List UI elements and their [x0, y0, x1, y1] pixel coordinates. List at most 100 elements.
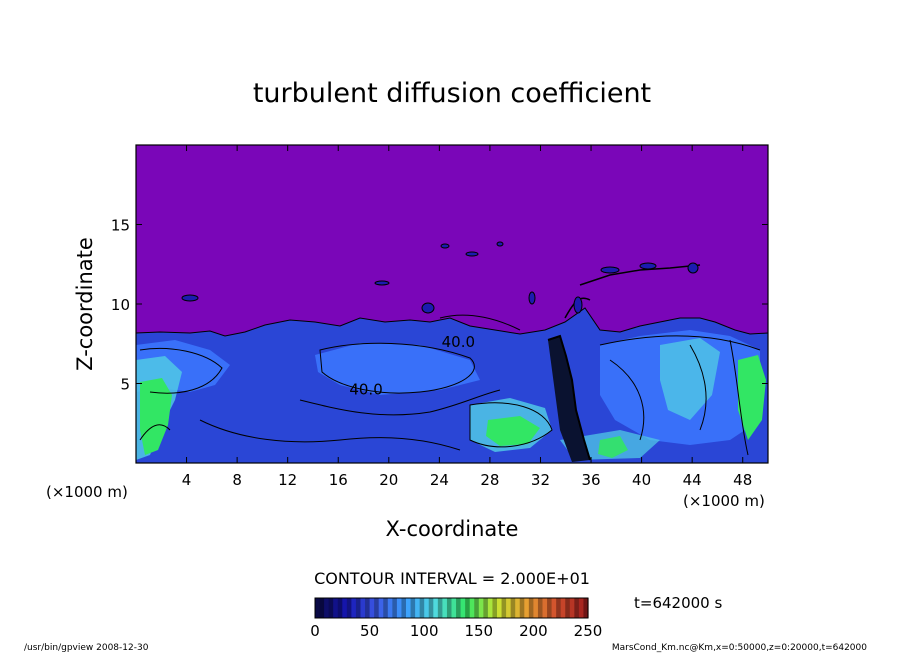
x-tick-label: 16 — [329, 471, 348, 489]
contour-line — [139, 347, 223, 394]
colorbar-band — [465, 598, 471, 618]
colorbar-band — [497, 598, 503, 618]
chart-title: turbulent diffusion coefficient — [253, 78, 651, 109]
y-axis-label: Z-coordinate — [73, 237, 97, 371]
diffusion-field — [136, 241, 768, 463]
colorbar-band — [369, 598, 375, 618]
x-axis-label: X-coordinate — [386, 517, 519, 541]
colorbar-tick-label: 0 — [310, 622, 320, 640]
colorbar-band — [528, 598, 534, 618]
x-tick-label: 36 — [581, 471, 600, 489]
x-tick-label: 4 — [182, 471, 192, 489]
colorbar-band — [456, 598, 462, 618]
colorbar-band — [542, 598, 548, 618]
cyan-region — [660, 338, 720, 420]
colorbar-band — [478, 598, 484, 618]
footer-right: MarsCond_Km.nc@Km,x=0:50000,z=0:20000,t=… — [612, 643, 867, 653]
contour-line — [609, 359, 645, 441]
colorbar-band — [342, 598, 348, 618]
colorbar-band — [501, 598, 507, 618]
x-tick-label: 48 — [733, 471, 752, 489]
colorbar-band — [419, 598, 425, 618]
colorbar-band — [519, 598, 525, 618]
contour-label: 40.0 — [349, 381, 382, 399]
colorbar-band — [437, 598, 443, 618]
colorbar-band — [319, 598, 325, 618]
colorbar-band — [383, 598, 389, 618]
colorbar-band — [583, 598, 589, 618]
colorbar-band — [351, 598, 357, 618]
colorbar-band — [401, 598, 407, 618]
x-tick-label: 44 — [683, 471, 702, 489]
contour-line — [439, 314, 521, 331]
green-region — [140, 378, 172, 455]
contour-line — [547, 334, 591, 461]
colorbar-band — [442, 598, 448, 618]
colorbar-band — [451, 598, 457, 618]
colorbar-band — [492, 598, 498, 618]
colorbar-band — [387, 598, 393, 618]
contour-line — [729, 339, 749, 456]
colorbar-band — [547, 598, 553, 618]
x-tick-label: 40 — [632, 471, 651, 489]
colorbar: 0 50 100 150 200 250 — [310, 597, 602, 640]
colorbar-band — [487, 598, 494, 618]
colorbar-band — [551, 598, 557, 618]
colorbar-band — [315, 598, 321, 618]
contour-interval: CONTOUR INTERVAL = 2.000E+01 — [314, 569, 590, 588]
colorbar-band — [574, 598, 580, 618]
green-region — [598, 436, 628, 458]
time-label: t=642000 s — [634, 594, 722, 612]
contour-line — [319, 342, 475, 394]
contour-label: 40.0 — [442, 333, 475, 351]
colorbar-band — [392, 598, 398, 618]
colorbar-band — [565, 598, 571, 618]
contour-line — [469, 402, 553, 448]
green-region — [486, 416, 540, 446]
colorbar-band — [560, 598, 566, 618]
green-region — [738, 355, 766, 440]
colorbar-band — [569, 598, 575, 618]
colorbar-band — [510, 598, 516, 618]
colorbar-band — [460, 598, 466, 618]
colorbar-frame — [314, 597, 589, 619]
colorbar-band — [374, 598, 380, 618]
contour-line — [299, 389, 501, 416]
x-unit-left: (×1000 m) — [46, 483, 128, 501]
contour-line — [199, 419, 461, 451]
colorbar-band — [578, 598, 585, 618]
contour-line — [599, 335, 761, 351]
x-unit-right: (×1000 m) — [683, 492, 765, 510]
colorbar-band — [424, 598, 430, 618]
colorbar-band — [406, 598, 412, 618]
colorbar-tick-label: 150 — [464, 622, 493, 640]
x-tick-label: 32 — [531, 471, 550, 489]
colorbar-band — [433, 598, 439, 618]
contour-line — [579, 264, 701, 286]
colorbar-band — [360, 598, 366, 618]
contour-line — [689, 344, 707, 431]
x-tick-label: 24 — [430, 471, 449, 489]
colorbar-band — [474, 598, 480, 618]
colorbar-band — [378, 598, 384, 618]
colorbar-band — [556, 598, 562, 618]
contour-labels: 40.0 40.0 — [349, 333, 475, 399]
colorbar-band — [396, 598, 403, 618]
colorbar-band — [346, 598, 352, 618]
footer-left: /usr/bin/gpview 2008-12-30 — [24, 643, 149, 653]
x-tick-label: 8 — [232, 471, 242, 489]
colorbar-band — [524, 598, 530, 618]
colorbar-band — [446, 598, 453, 618]
colorbar-band — [365, 598, 371, 618]
colorbar-tick-label: 50 — [360, 622, 379, 640]
colorbar-band — [410, 598, 416, 618]
y-tick-label: 5 — [120, 376, 130, 394]
colorbar-band — [483, 598, 489, 618]
colorbar-band — [415, 598, 421, 618]
colorbar-band — [355, 598, 362, 618]
x-tick-label: 28 — [480, 471, 499, 489]
colorbar-band — [506, 598, 512, 618]
plume-core — [548, 336, 590, 462]
